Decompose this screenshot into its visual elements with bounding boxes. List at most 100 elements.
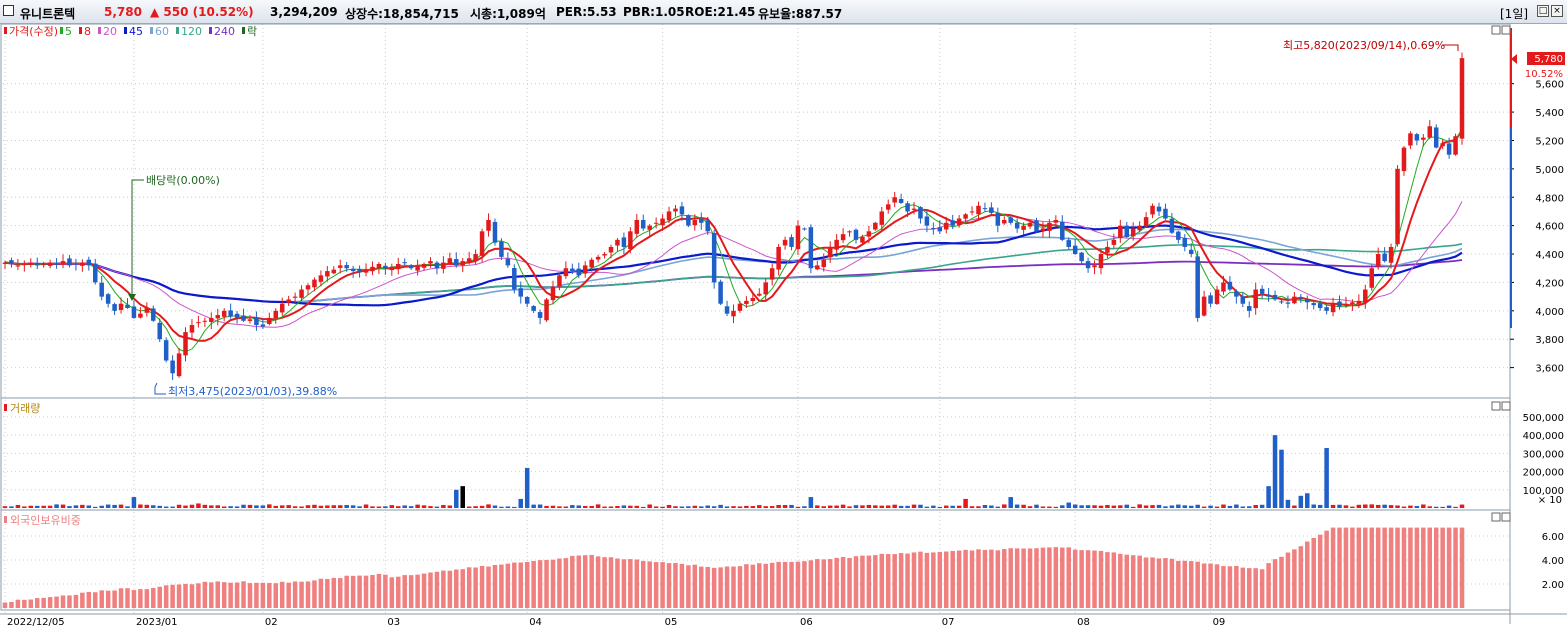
candle-body (1156, 206, 1162, 212)
volume-bar (254, 505, 259, 508)
foreign-ownership-bar (312, 580, 317, 608)
candle-body (215, 315, 221, 319)
volume-panel-close-icon[interactable] (1501, 401, 1511, 411)
volume-bar (1176, 504, 1181, 508)
volume-bar (170, 506, 175, 508)
candle (1414, 132, 1420, 146)
volume-bar (705, 505, 710, 508)
candle (318, 270, 324, 287)
candle (731, 304, 736, 324)
foreign-ownership-bar (576, 555, 582, 608)
candle-body (363, 269, 369, 273)
candle (976, 201, 981, 220)
candle (118, 297, 124, 314)
low-arrow-icon (154, 382, 166, 395)
time-tick-label: 05 (665, 617, 678, 628)
candle-body (1337, 301, 1342, 307)
candle-body (1008, 217, 1013, 223)
volume-bar (15, 504, 21, 508)
volume-bar (22, 506, 27, 508)
foreign-ownership-bar (1298, 546, 1304, 608)
volume-bar (1421, 504, 1426, 508)
volume-bar (647, 504, 652, 508)
select-checkbox[interactable] (3, 5, 14, 16)
foreign-panel-restore-icon[interactable] (1491, 512, 1501, 522)
foreign-ownership-bar (1440, 527, 1445, 608)
volume-bar (408, 506, 414, 508)
candle-body (982, 208, 988, 210)
stock-name[interactable]: 유니트론텍 (20, 7, 76, 21)
candle (1150, 203, 1155, 219)
price-panel-close-icon[interactable] (1501, 25, 1511, 35)
price-panel-restore-icon[interactable] (1491, 25, 1501, 35)
candle-body (1350, 302, 1355, 305)
maximize-icon[interactable]: □ (1537, 5, 1549, 17)
time-tick-label: 03 (387, 617, 400, 628)
volume-bar (1201, 506, 1207, 508)
volume-bar (1079, 505, 1084, 508)
candle (441, 256, 446, 274)
foreign-ownership-bar (1092, 550, 1097, 608)
candle-body (67, 258, 72, 266)
foreign-panel-close-icon[interactable] (1501, 512, 1511, 522)
candle (428, 257, 433, 268)
volume-panel-restore-icon[interactable] (1491, 401, 1501, 411)
candle-body (570, 268, 575, 272)
candle-body (54, 263, 59, 265)
candle-body (1446, 143, 1452, 155)
candle-body (518, 288, 524, 297)
candle-body (1382, 253, 1387, 262)
candle (408, 263, 414, 270)
foreign-ownership-bar (653, 562, 659, 608)
volume-bar (1098, 505, 1104, 508)
period-selector[interactable]: [1일] (1500, 7, 1529, 21)
foreign-ownership-bar (512, 562, 517, 608)
foreign-ownership-bar (350, 575, 356, 608)
volume-bar (873, 505, 878, 508)
foreign-ownership-bar (898, 553, 904, 608)
foreign-ownership-bar (995, 550, 1001, 608)
foreign-ownership-bar (363, 575, 369, 608)
candle (1356, 294, 1362, 309)
volume-bar (1401, 506, 1407, 508)
foreign-ownership-bar (466, 567, 472, 608)
foreign-ownership-bar (963, 549, 968, 608)
foreign-ownership-bar (1047, 547, 1052, 608)
volume-bar (454, 489, 459, 508)
candle (1408, 131, 1413, 149)
price-tick-label: 5,600 (1535, 80, 1564, 91)
foreign-ownership-bar (731, 566, 736, 608)
candle (943, 216, 949, 234)
volume-tick-label: 400,000 (1523, 431, 1564, 442)
candle-body (1330, 303, 1336, 313)
foreign-ownership-bar (376, 573, 382, 608)
candle (686, 214, 691, 228)
foreign-ownership-bar (976, 549, 981, 608)
volume-bar (1188, 505, 1194, 508)
stock-chart[interactable]: 2022/12/05 2023/01 02 03 04 05 06 07 08 09 3,600 3,… (0, 24, 1567, 630)
close-icon[interactable]: × (1551, 5, 1563, 17)
dividend-arrow-icon (128, 294, 136, 301)
candle (595, 254, 601, 263)
foreign-ownership-bar (125, 588, 130, 608)
volume-bar (176, 504, 182, 508)
candle-body (1195, 256, 1200, 318)
foreign-ownership-bar (331, 577, 337, 608)
foreign-ownership-bar (1343, 527, 1349, 608)
price-tick-label: 3,800 (1535, 335, 1564, 346)
candle (1176, 230, 1181, 244)
foreign-ownership-bar (357, 575, 362, 608)
volume-bar (595, 504, 601, 508)
legend-label: 가격(수정) (9, 25, 58, 38)
volume-bar (847, 506, 852, 508)
foreign-ownership-bar (821, 559, 827, 608)
candle (312, 277, 317, 292)
candle (873, 221, 878, 231)
candle (679, 201, 685, 221)
volume-bar (821, 506, 827, 508)
volume-bar (221, 506, 227, 508)
candle (80, 259, 85, 272)
candle-body (1440, 143, 1445, 147)
candle-body (1453, 136, 1458, 155)
candle-body (1201, 296, 1207, 316)
